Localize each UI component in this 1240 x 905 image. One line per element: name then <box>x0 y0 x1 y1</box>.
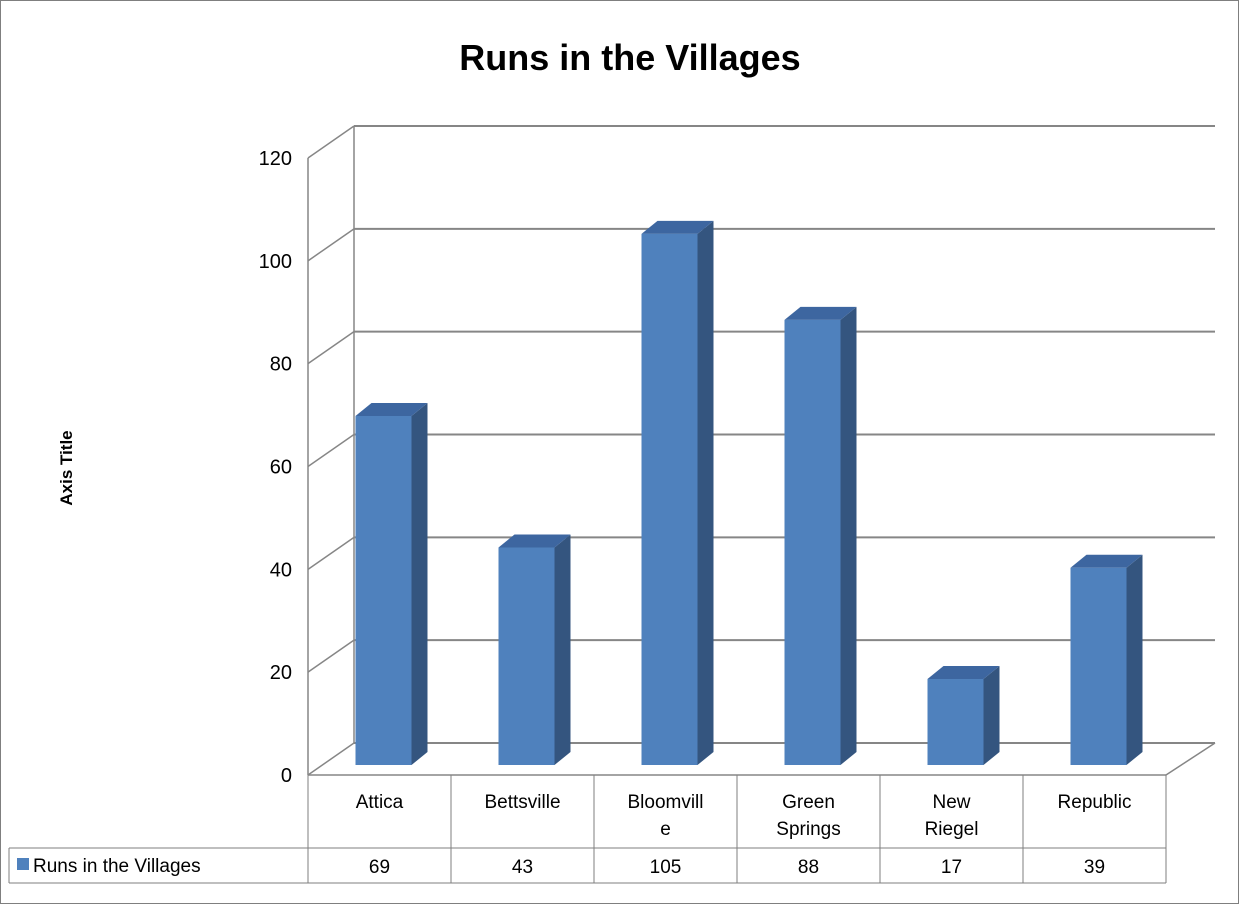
y-tick-label: 80 <box>270 354 292 376</box>
y-tick-label: 20 <box>270 662 292 684</box>
y-tick-label: 120 <box>259 148 292 170</box>
bar-front <box>498 547 555 765</box>
bar-front <box>641 233 698 765</box>
x-category-label: Springs <box>776 819 840 840</box>
bar <box>355 402 428 765</box>
gridline-depth <box>307 125 355 159</box>
bar-front <box>784 319 841 765</box>
bar-front <box>1070 567 1127 765</box>
bar <box>1070 554 1143 765</box>
bar <box>641 220 714 765</box>
bar-top <box>355 402 428 416</box>
y-axis-ticks: 0 20 40 60 80 100 120 <box>259 148 292 787</box>
x-category-label: e <box>660 819 671 840</box>
y-tick-label: 60 <box>270 457 292 479</box>
chart-title: Runs in the Villages <box>459 37 800 78</box>
bar-side <box>697 220 714 765</box>
y-tick-label: 100 <box>259 251 292 273</box>
bars <box>355 220 1143 765</box>
x-category-label: Green <box>782 792 835 813</box>
bar-side <box>1126 554 1143 765</box>
legend-key <box>17 858 29 870</box>
bar-top <box>784 306 857 320</box>
bar-top <box>927 666 1000 680</box>
x-category-label: Republic <box>1058 792 1132 813</box>
bar-top <box>641 220 714 234</box>
x-category-label: Attica <box>356 792 404 813</box>
x-category-label: Riegel <box>925 819 979 840</box>
gridline-depth <box>307 742 355 776</box>
data-table-value: 39 <box>1084 857 1105 878</box>
data-table-value: 17 <box>941 857 962 878</box>
data-table-value: 43 <box>512 857 533 878</box>
bar <box>498 534 571 765</box>
bar <box>784 306 857 765</box>
bar-front <box>927 679 984 765</box>
floor-right-edge <box>1165 742 1216 776</box>
data-table-value: 69 <box>369 857 390 878</box>
legend-series-name: Runs in the Villages <box>33 856 201 877</box>
bar-side <box>840 306 857 765</box>
bar-side <box>411 402 428 765</box>
y-tick-label: 0 <box>281 765 292 787</box>
gridline-depth <box>307 433 355 468</box>
gridline-depth <box>307 331 355 365</box>
y-tick-label: 40 <box>270 559 292 581</box>
y-axis-title: Axis Title <box>57 430 76 505</box>
bar-side <box>983 666 1000 765</box>
data-table: Attica Bettsville Bloomvill e Green Springs Ne… <box>8 775 1167 884</box>
x-category-label: Bloomvill <box>627 792 703 813</box>
data-table-value: 105 <box>650 857 682 878</box>
bar <box>927 666 1000 765</box>
gridline-depth <box>307 639 355 673</box>
x-category-label: New <box>932 792 970 813</box>
bar-top <box>498 534 571 548</box>
gridline-depth <box>307 228 355 262</box>
bar-top <box>1070 554 1143 568</box>
data-table-value: 88 <box>798 857 819 878</box>
x-category-label: Bettsville <box>484 792 560 813</box>
bar-front <box>355 415 412 765</box>
bar-side <box>554 534 571 765</box>
gridline-depth <box>307 536 355 570</box>
